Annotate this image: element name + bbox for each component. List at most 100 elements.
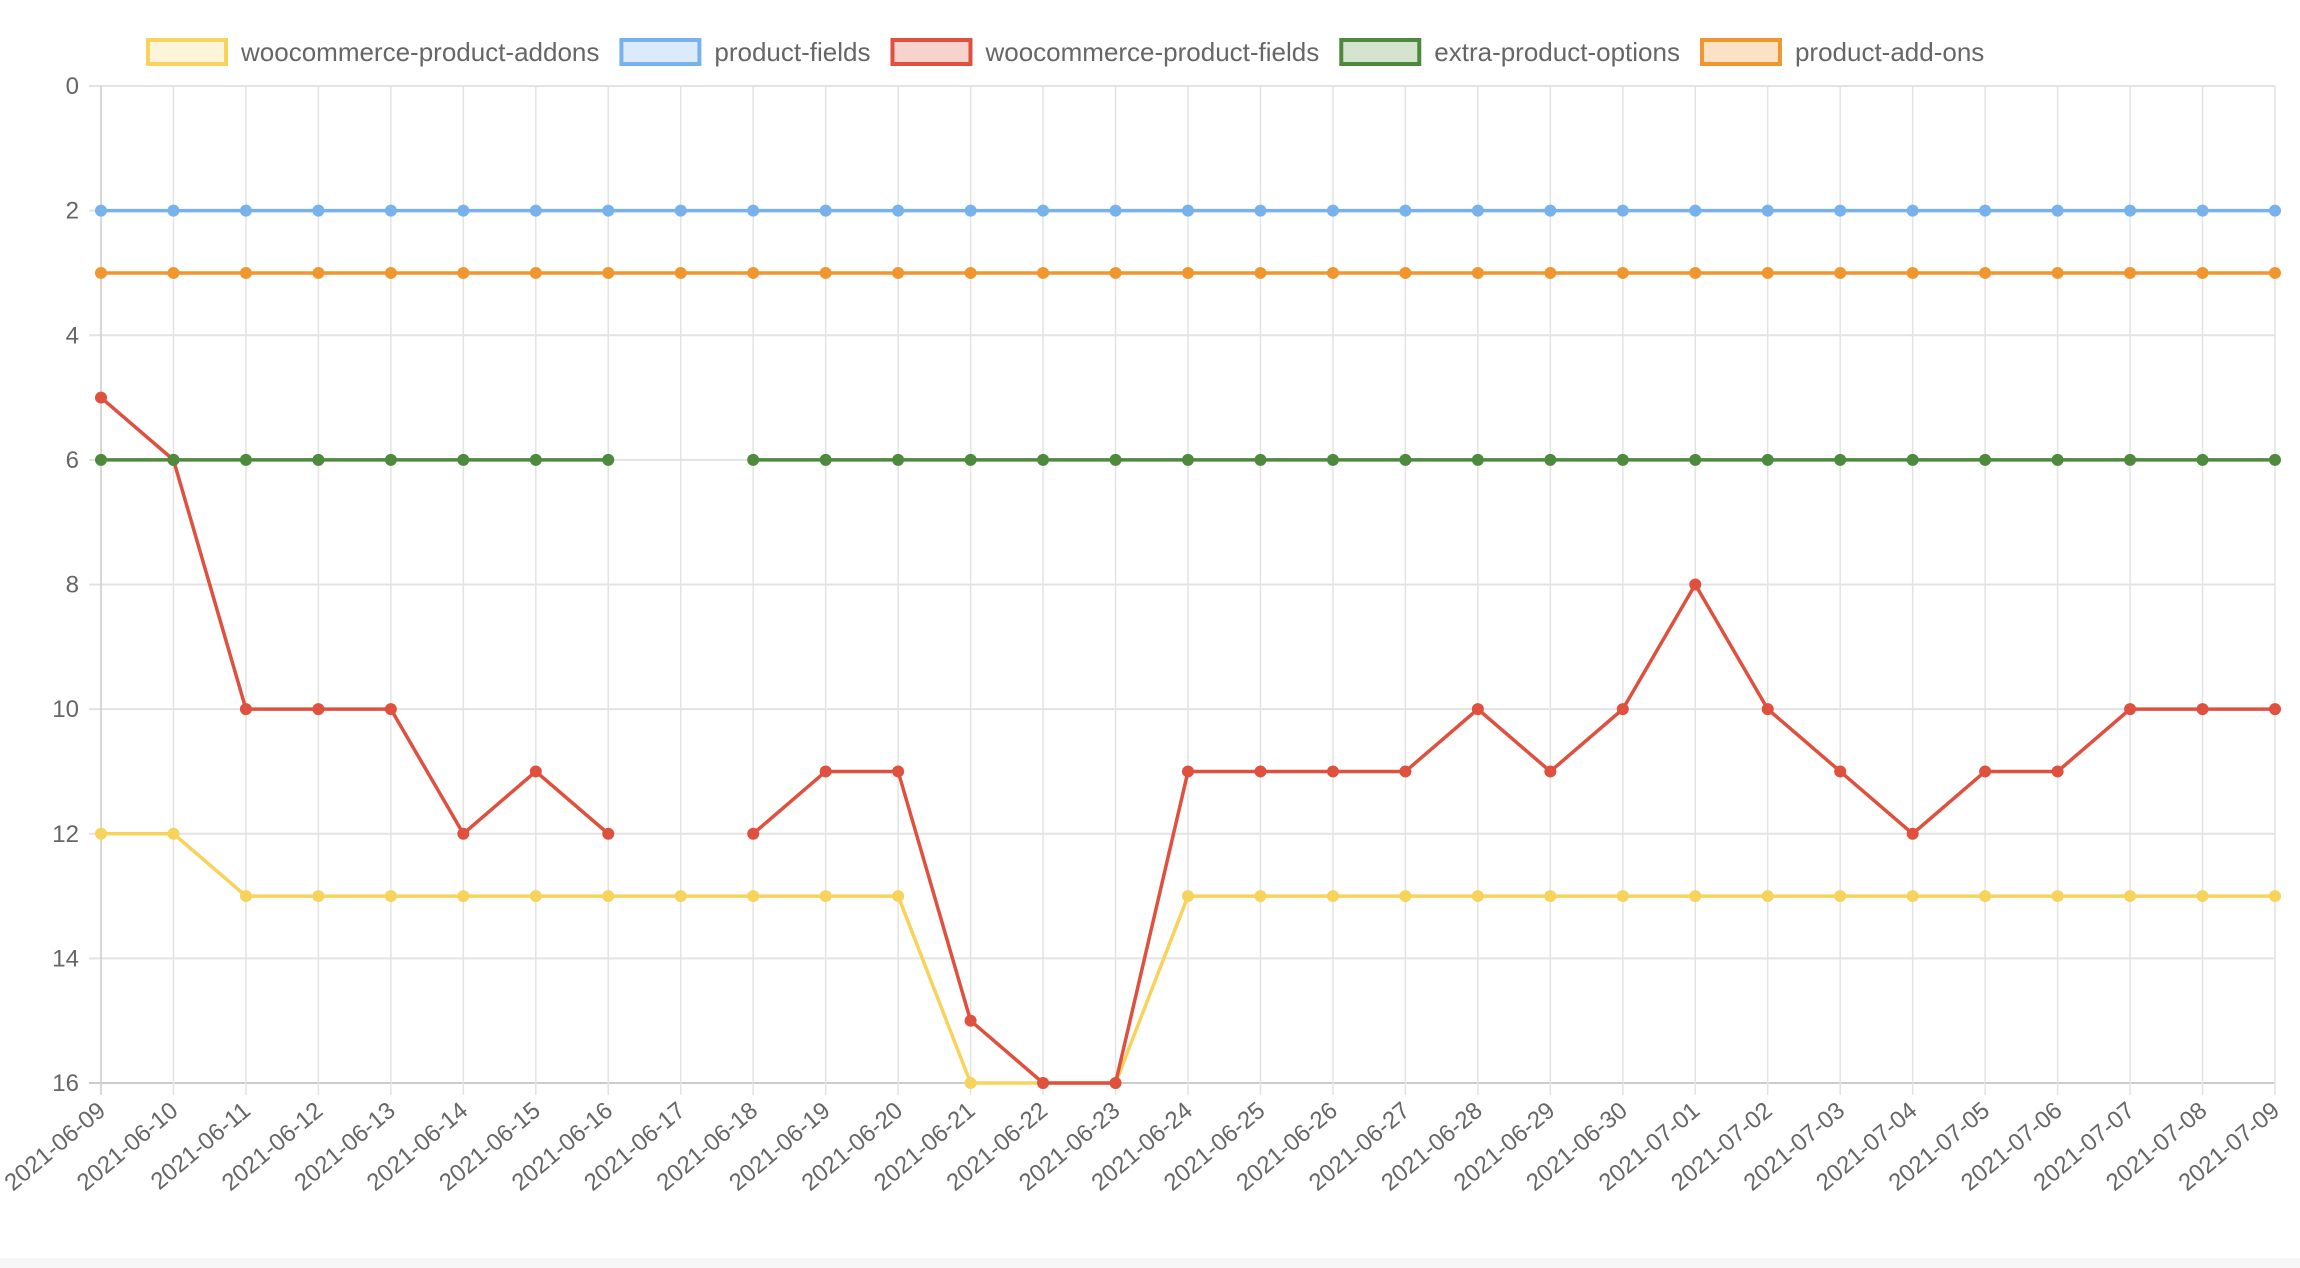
- legend-label: woocommerce-product-addons: [240, 37, 599, 67]
- series-line: [99, 396, 610, 836]
- data-point: [239, 266, 252, 279]
- data-point: [384, 703, 397, 716]
- data-point: [1471, 453, 1484, 466]
- data-point: [1761, 703, 1774, 716]
- data-point: [1906, 266, 1919, 279]
- data-point: [602, 827, 615, 840]
- y-tick-label: 12: [52, 821, 79, 848]
- data-point: [1834, 204, 1847, 217]
- data-point: [2124, 204, 2137, 217]
- data-point: [2124, 890, 2137, 903]
- data-point: [457, 266, 470, 279]
- legend-label: product-fields: [714, 37, 870, 67]
- data-point: [239, 703, 252, 716]
- data-point: [892, 765, 905, 778]
- data-point: [1182, 453, 1194, 466]
- data-point: [529, 453, 542, 466]
- data-point: [2196, 453, 2209, 466]
- legend-label: product-add-ons: [1795, 37, 1984, 67]
- data-point: [747, 453, 760, 466]
- legend-swatch: [146, 38, 228, 66]
- data-point: [1326, 453, 1339, 466]
- data-point: [1182, 204, 1194, 217]
- legend-swatch: [890, 38, 973, 66]
- y-axis: 0 2 4 6 8 10 12 14 16: [52, 73, 79, 1097]
- data-point: [1616, 266, 1629, 279]
- data-point: [167, 266, 180, 279]
- data-point: [167, 204, 180, 217]
- data-point: [819, 453, 832, 466]
- data-point: [892, 453, 905, 466]
- data-point: [819, 765, 832, 778]
- series-line: [752, 582, 2275, 1085]
- data-point: [167, 827, 180, 840]
- legend-item-woocommerce-product-fields: woocommerce-product-fields: [890, 37, 1319, 67]
- y-tick-label: 8: [66, 572, 79, 599]
- legend-swatch: [619, 38, 702, 66]
- legend-swatch: [1339, 38, 1422, 66]
- data-point: [239, 890, 252, 903]
- data-point: [1254, 266, 1267, 279]
- data-point: [1544, 266, 1557, 279]
- data-point: [457, 453, 470, 466]
- data-point: [1834, 266, 1847, 279]
- data-point: [674, 266, 687, 279]
- data-point: [2051, 765, 2064, 778]
- data-point: [1182, 765, 1194, 778]
- data-point: [1254, 765, 1267, 778]
- data-point: [602, 890, 615, 903]
- data-point: [2196, 890, 2209, 903]
- data-point: [2269, 890, 2281, 903]
- data-point: [95, 827, 107, 840]
- data-point: [1037, 204, 1050, 217]
- y-tick-label: 16: [52, 1070, 79, 1097]
- data-point: [384, 204, 397, 217]
- data-point: [95, 204, 107, 217]
- data-point: [2124, 266, 2137, 279]
- data-point: [1254, 890, 1267, 903]
- data-point: [1616, 890, 1629, 903]
- data-point: [819, 266, 832, 279]
- data-point: [167, 453, 180, 466]
- grid: [89, 85, 2276, 1095]
- data-point: [239, 453, 252, 466]
- data-point: [1326, 765, 1339, 778]
- legend-item-woocommerce-product-addons: woocommerce-product-addons: [146, 37, 599, 67]
- series-group: [95, 204, 2281, 1089]
- series-woocommerce-product-addons: [95, 827, 2281, 1089]
- data-point: [1906, 453, 1919, 466]
- data-point: [1761, 890, 1774, 903]
- footer-strip: [0, 1258, 2300, 1268]
- data-point: [1689, 578, 1702, 591]
- data-point: [2124, 453, 2137, 466]
- data-point: [529, 266, 542, 279]
- y-tick-label: 6: [66, 447, 79, 474]
- data-point: [1761, 204, 1774, 217]
- data-point: [1109, 266, 1122, 279]
- data-point: [2269, 453, 2281, 466]
- data-point: [95, 266, 107, 279]
- data-point: [384, 266, 397, 279]
- data-point: [1471, 204, 1484, 217]
- data-point: [1471, 266, 1484, 279]
- data-point: [1399, 204, 1412, 217]
- y-tick-label: 4: [66, 322, 79, 349]
- data-point: [1689, 453, 1702, 466]
- data-point: [1399, 765, 1412, 778]
- data-point: [1326, 890, 1339, 903]
- data-point: [1399, 890, 1412, 903]
- data-point: [819, 204, 832, 217]
- data-point: [2196, 703, 2209, 716]
- data-point: [1544, 890, 1557, 903]
- x-axis: 2021-06-092021-06-102021-06-112021-06-12…: [0, 1097, 2285, 1197]
- data-point: [529, 765, 542, 778]
- data-point: [964, 453, 977, 466]
- data-point: [529, 890, 542, 903]
- data-point: [964, 204, 977, 217]
- data-point: [1109, 1077, 1122, 1089]
- data-point: [1037, 453, 1050, 466]
- data-point: [2051, 453, 2064, 466]
- data-point: [1544, 765, 1557, 778]
- data-point: [1979, 453, 1992, 466]
